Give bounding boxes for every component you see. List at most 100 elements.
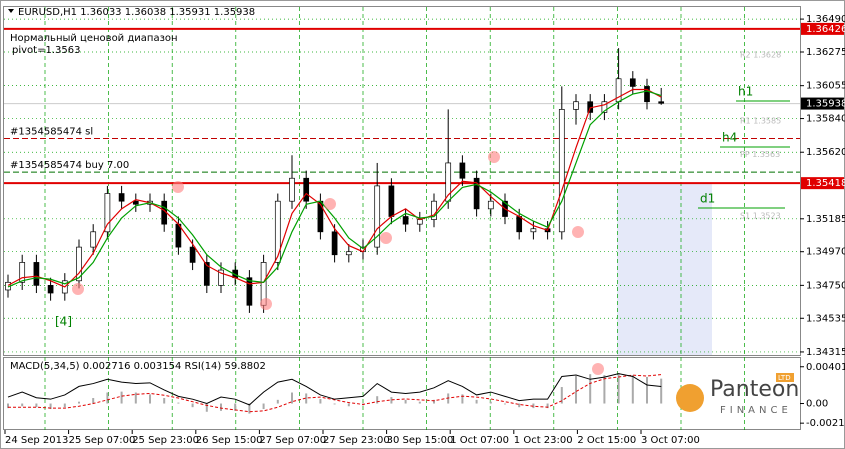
y-tick-label: 1.34750 — [806, 280, 845, 291]
macd-bar — [78, 401, 80, 404]
macd-bar — [319, 398, 322, 404]
candle-body — [388, 185, 395, 217]
order-label: #1354585474 sl — [10, 126, 93, 137]
pivot-zone — [617, 183, 712, 355]
macd-bar — [276, 399, 279, 404]
price-tag-label: 1.35938 — [806, 99, 845, 110]
logo-sub: FINANCE — [720, 405, 792, 416]
note: Нормальный ценовой диапазон — [10, 33, 178, 44]
candle-body — [189, 246, 196, 263]
macd-bar — [163, 398, 166, 404]
macd-bar — [63, 403, 66, 408]
candle-body — [289, 177, 295, 202]
macd-bar — [489, 401, 492, 404]
candle-body — [459, 162, 466, 179]
main-panel — [3, 6, 801, 356]
macd-bar — [106, 392, 109, 404]
y-tick-label: 1.34970 — [806, 247, 845, 258]
pivot-label: R1 1.3585 — [740, 117, 781, 126]
macd-bar — [291, 392, 293, 404]
macd-bar — [660, 378, 663, 404]
price-tag — [801, 97, 844, 110]
x-tick-label: 25 Sep 07:00 — [69, 435, 136, 446]
ma-line — [7, 90, 662, 288]
candle-body — [317, 200, 324, 233]
macd-bar — [92, 398, 95, 404]
candle-body — [345, 251, 352, 256]
candle-body — [573, 101, 579, 110]
macd-bar — [404, 399, 407, 404]
x-tick-label: 25 Sep 23:00 — [132, 435, 199, 446]
price-tag — [801, 22, 844, 35]
candle-body — [558, 109, 565, 233]
candle-body — [530, 228, 537, 233]
candle-body — [431, 200, 437, 220]
chart-title: EURUSD,H1 1.36033 1.36038 1.35931 1.3593… — [18, 7, 255, 18]
candle-body — [218, 269, 224, 286]
price-tag-label: 1.36426 — [806, 24, 845, 35]
candle-body — [47, 285, 54, 294]
macd-bar — [149, 394, 151, 404]
x-tick-label: 1 Oct 07:00 — [450, 435, 509, 446]
macd-bar — [433, 399, 435, 404]
price-tag-label: 1.35418 — [806, 178, 845, 189]
candle-body — [402, 216, 409, 225]
macd-bar — [177, 402, 180, 404]
tf-label: d1 — [700, 192, 715, 206]
candle-body — [658, 101, 665, 104]
y-tick-label: 1.36275 — [806, 47, 845, 58]
macd-bar — [589, 374, 592, 404]
y-tick-label: 1.36055 — [806, 81, 845, 92]
foreground-layer: 1.36490 1.36275 1.36055 1.35840 1.35620 1.351… — [4, 14, 845, 446]
macd-bar — [376, 396, 379, 404]
logo: Panteon FINANCE LTD — [676, 373, 799, 416]
candle-body — [331, 231, 338, 256]
macd-bar — [262, 403, 265, 410]
macd-bar — [35, 403, 38, 408]
y-tick-label: 1.34535 — [806, 313, 845, 324]
indicator-label: MACD(5,34,5) 0.002716 0.003154 RSI(14) 5… — [10, 361, 266, 372]
candle-body — [601, 101, 608, 113]
macd-bar — [134, 392, 137, 404]
price-tag — [801, 177, 844, 190]
candle-body — [516, 216, 523, 233]
macd-bar — [390, 397, 393, 404]
candle-body — [33, 262, 40, 286]
macd-bar — [646, 376, 648, 404]
wave-label: [4] — [55, 315, 72, 329]
tf-label: h4 — [722, 131, 737, 145]
macd-bar — [518, 403, 521, 408]
candle-body — [416, 219, 423, 225]
macd-bar — [191, 403, 194, 408]
macd-bar — [248, 403, 251, 414]
x-tick-label: 3 Oct 07:00 — [641, 435, 700, 446]
macd-bar — [560, 387, 563, 404]
candle-body — [90, 231, 97, 248]
indicator-panel — [3, 357, 801, 430]
macd-bar — [631, 375, 634, 404]
candle-body — [104, 193, 111, 233]
macd-bar — [305, 393, 308, 404]
logo-badge: LTD — [778, 374, 791, 382]
candle-body — [274, 200, 281, 263]
x-tick-label: 2 Oct 15:00 — [577, 435, 636, 446]
y-tick-label: 1.35620 — [806, 147, 845, 158]
candle-body — [644, 86, 650, 103]
candle-body — [374, 185, 381, 248]
pivot-label: PP 1.3563 — [740, 150, 780, 159]
background-layer — [4, 7, 800, 430]
candle-body — [473, 177, 480, 210]
x-tick-label: 27 Sep 07:00 — [259, 435, 326, 446]
x-tick-label: 27 Sep 23:00 — [323, 435, 390, 446]
macd-bar — [333, 403, 336, 405]
macd-bar — [418, 401, 421, 404]
y-tick-label: 1.35840 — [806, 114, 845, 125]
macd-bar — [617, 373, 620, 404]
macd-bar — [205, 403, 208, 412]
x-tick-label: 30 Sep 15:00 — [387, 435, 454, 446]
candle-body — [246, 277, 253, 306]
macd-bar — [49, 403, 52, 410]
macd-bar — [21, 403, 24, 407]
macd-bar — [7, 403, 9, 409]
